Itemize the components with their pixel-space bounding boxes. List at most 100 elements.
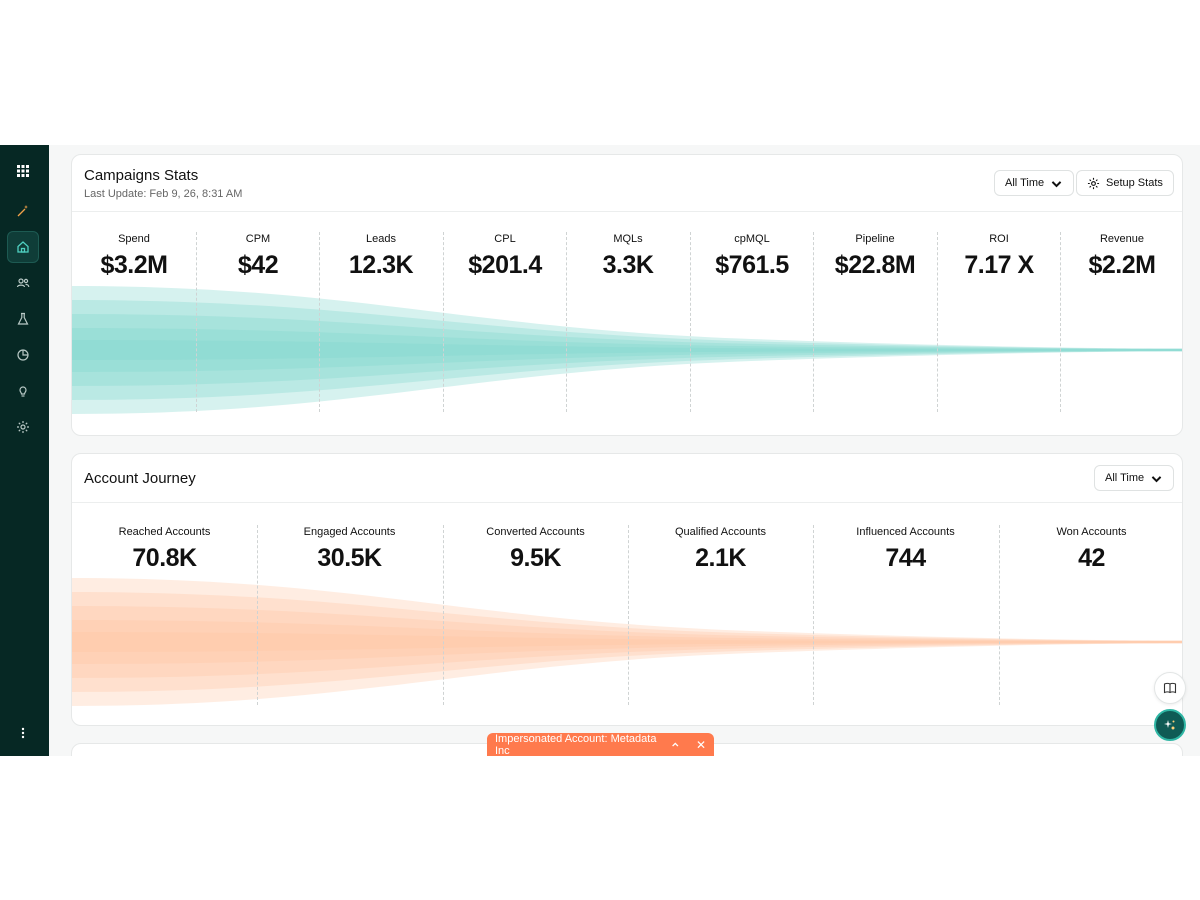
stat-value: 2.1K	[695, 544, 746, 572]
column-divider	[813, 525, 814, 705]
stat-item: CPL $201.4	[443, 233, 567, 280]
column-divider	[443, 232, 444, 412]
stat-value: 30.5K	[317, 544, 382, 572]
stat-value: $2.2M	[1088, 251, 1156, 279]
stat-label: Leads	[366, 233, 396, 245]
last-update-text: Last Update: Feb 9, 26, 8:31 AM	[84, 188, 243, 200]
stat-label: Influenced Accounts	[856, 526, 955, 538]
stat-label: MQLs	[613, 233, 643, 245]
stat-item: Won Accounts 42	[999, 526, 1182, 573]
stat-value: 12.3K	[348, 251, 414, 279]
funnel-band	[72, 340, 1182, 360]
pie-chart-icon[interactable]	[7, 339, 39, 371]
stat-value: 42	[1078, 544, 1105, 572]
column-divider	[1060, 232, 1061, 412]
column-divider	[196, 232, 197, 412]
column-divider	[813, 232, 814, 412]
gear-icon[interactable]	[7, 411, 39, 443]
stat-item: Revenue $2.2M	[1060, 233, 1182, 280]
flask-icon[interactable]	[7, 303, 39, 335]
stat-item: cpMQL $761.5	[690, 233, 814, 280]
setup-stats-button[interactable]: Setup Stats	[1076, 170, 1174, 196]
stat-item: MQLs 3.3K	[566, 233, 690, 280]
stat-label: CPL	[494, 233, 516, 245]
stat-label: ROI	[989, 233, 1009, 245]
stat-value: $3.2M	[100, 251, 168, 279]
funnel-band	[72, 578, 1182, 706]
stat-item: Leads 12.3K	[319, 233, 443, 280]
stat-label: Engaged Accounts	[303, 526, 396, 538]
card-title: Account Journey	[84, 470, 196, 487]
funnel-band	[72, 632, 1182, 652]
stat-label: CPM	[245, 233, 271, 245]
magic-wand-icon[interactable]	[7, 195, 39, 227]
chevron-up-icon[interactable]	[671, 740, 680, 749]
home-icon[interactable]	[7, 231, 39, 263]
stat-label: Won Accounts	[1056, 526, 1127, 538]
time-filter-label: All Time	[1105, 472, 1145, 484]
funnel-band	[72, 620, 1182, 664]
column-divider	[999, 525, 1000, 705]
campaigns-funnel: Spend $3.2M CPM $42 Leads 12.3K CPL $201.4 MQLs 3…	[72, 212, 1182, 435]
stat-item: Qualified Accounts 2.1K	[628, 526, 813, 573]
column-divider	[443, 525, 444, 705]
stat-label: Qualified Accounts	[674, 526, 767, 538]
column-divider	[566, 232, 567, 412]
lightbulb-icon[interactable]	[7, 375, 39, 407]
close-icon[interactable]: ✕	[695, 737, 706, 752]
chevron-down-icon	[1151, 475, 1162, 482]
funnel-band	[72, 592, 1182, 692]
main-content: Campaigns Stats Last Update: Feb 9, 26, …	[49, 145, 1200, 756]
apps-grid-icon[interactable]	[7, 155, 39, 187]
stat-item: CPM $42	[196, 233, 320, 280]
gear-icon	[1087, 177, 1100, 189]
stat-item: Spend $3.2M	[72, 233, 196, 280]
account-journey-card: Account Journey All Time Reached Account…	[71, 453, 1183, 726]
ai-assistant-icon[interactable]	[1154, 709, 1186, 741]
chevron-down-icon	[1051, 180, 1062, 187]
stat-label: Revenue	[1099, 233, 1145, 245]
funnel-band	[72, 314, 1182, 386]
impersonation-banner[interactable]: Impersonated Account: Metadata Inc ✕	[487, 732, 714, 757]
stat-value: $201.4	[468, 251, 542, 279]
impersonation-text: Impersonated Account: Metadata Inc	[495, 732, 657, 757]
column-divider	[937, 232, 938, 412]
column-divider	[690, 232, 691, 412]
stat-value: $42	[237, 251, 279, 279]
stat-value: $22.8M	[834, 251, 916, 279]
card-header: Campaigns Stats Last Update: Feb 9, 26, …	[72, 155, 1182, 212]
stat-value: 3.3K	[602, 251, 654, 279]
stat-label: Converted Accounts	[486, 526, 585, 538]
stat-label: Pipeline	[855, 233, 895, 245]
users-icon[interactable]	[7, 267, 39, 299]
stat-item: Engaged Accounts 30.5K	[257, 526, 442, 573]
time-filter-dropdown[interactable]: All Time	[994, 170, 1075, 196]
stat-label: Spend	[118, 233, 150, 245]
campaigns-stats-card: Campaigns Stats Last Update: Feb 9, 26, …	[71, 154, 1183, 436]
column-divider	[257, 525, 258, 705]
journey-funnel: Reached Accounts 70.8K Engaged Accounts 30.…	[72, 503, 1182, 725]
stat-item: Influenced Accounts 744	[813, 526, 998, 573]
book-icon[interactable]	[1154, 672, 1186, 704]
time-filter-dropdown[interactable]: All Time	[1094, 465, 1175, 491]
card-header: Account Journey All Time	[72, 454, 1182, 503]
stat-item: Reached Accounts 70.8K	[72, 526, 257, 573]
sidebar	[0, 145, 49, 756]
app-shell: Campaigns Stats Last Update: Feb 9, 26, …	[0, 145, 1200, 756]
funnel-band	[72, 300, 1182, 400]
stat-label: Reached Accounts	[118, 526, 211, 538]
stat-value: 70.8K	[132, 544, 197, 572]
stat-value: $761.5	[715, 251, 789, 279]
stat-item: Pipeline $22.8M	[813, 233, 937, 280]
funnel-band	[72, 328, 1182, 372]
more-vertical-icon[interactable]	[7, 717, 39, 749]
funnel-shape	[72, 578, 1182, 706]
funnel-band	[72, 606, 1182, 678]
stat-label: cpMQL	[734, 233, 770, 245]
stat-item: ROI 7.17 X	[937, 233, 1061, 280]
column-divider	[628, 525, 629, 705]
funnel-band	[72, 286, 1182, 414]
funnel-shape	[72, 286, 1182, 414]
stat-value: 9.5K	[510, 544, 561, 572]
setup-stats-label: Setup Stats	[1106, 177, 1163, 189]
